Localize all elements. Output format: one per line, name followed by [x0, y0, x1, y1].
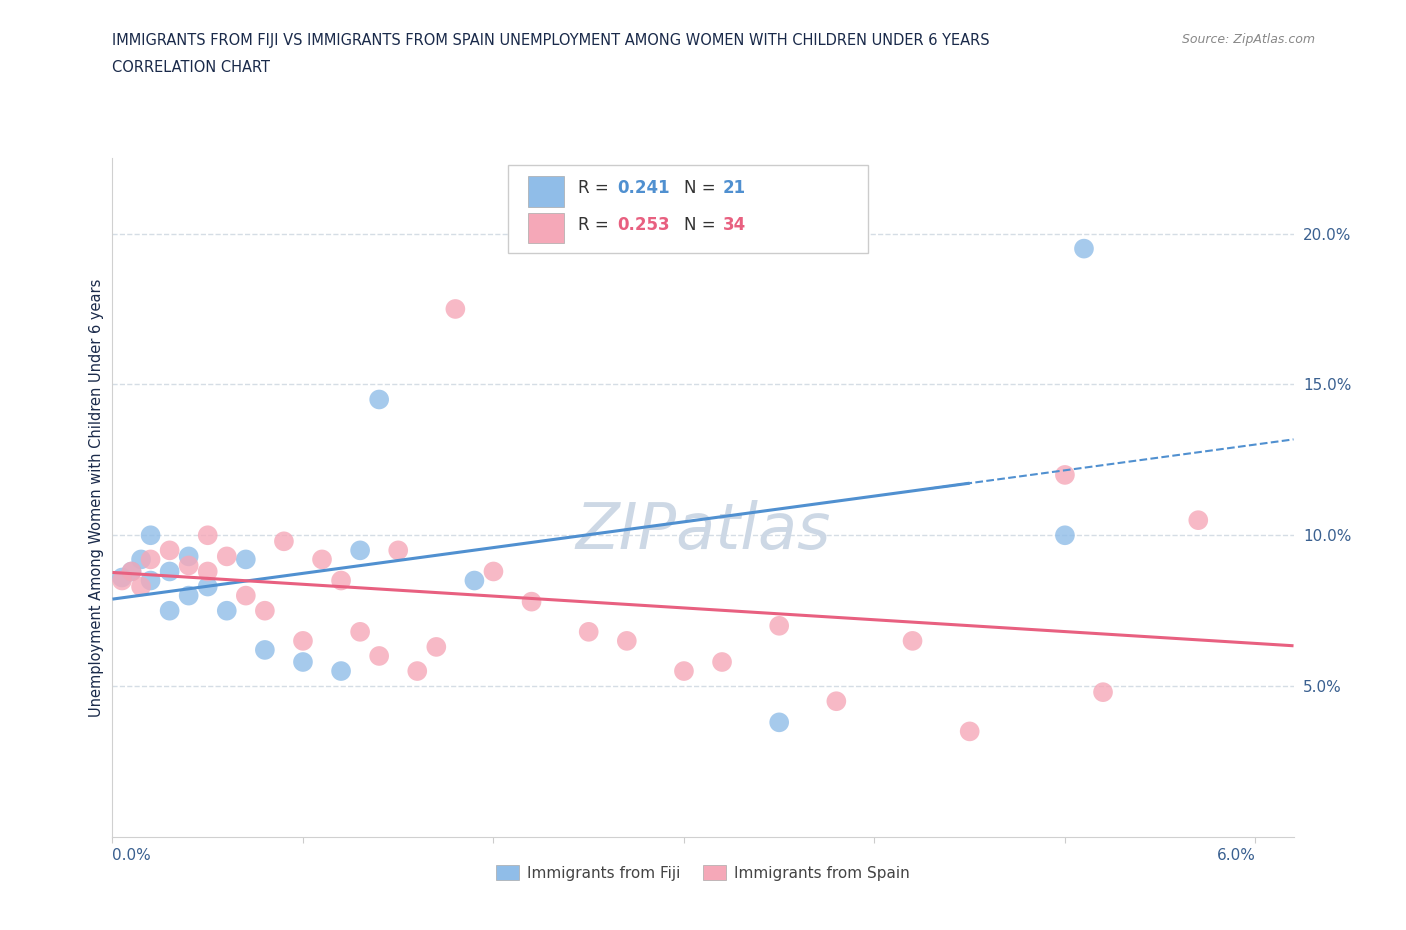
- Point: [425, 640, 447, 655]
- Point: [1053, 468, 1076, 483]
- Text: 0.0%: 0.0%: [112, 848, 152, 863]
- Point: [1187, 512, 1209, 527]
- Point: [768, 618, 790, 633]
- Point: [111, 570, 134, 585]
- Point: [177, 558, 200, 573]
- Point: [578, 624, 600, 639]
- Point: [1092, 684, 1115, 699]
- Point: [159, 543, 181, 558]
- Text: 6.0%: 6.0%: [1216, 848, 1256, 863]
- Point: [235, 552, 257, 567]
- Point: [387, 543, 409, 558]
- Point: [129, 552, 152, 567]
- Text: IMMIGRANTS FROM FIJI VS IMMIGRANTS FROM SPAIN UNEMPLOYMENT AMONG WOMEN WITH CHIL: IMMIGRANTS FROM FIJI VS IMMIGRANTS FROM …: [112, 33, 990, 47]
- Y-axis label: Unemployment Among Women with Children Under 6 years: Unemployment Among Women with Children U…: [89, 278, 104, 717]
- Point: [672, 664, 695, 679]
- Point: [711, 655, 734, 670]
- Point: [177, 588, 200, 603]
- Point: [197, 564, 219, 578]
- Legend: Immigrants from Fiji, Immigrants from Spain: Immigrants from Fiji, Immigrants from Sp…: [491, 859, 915, 887]
- Text: Source: ZipAtlas.com: Source: ZipAtlas.com: [1181, 33, 1315, 46]
- Point: [330, 664, 353, 679]
- Text: 0.253: 0.253: [617, 217, 669, 234]
- Text: 0.241: 0.241: [617, 179, 669, 197]
- Point: [368, 392, 391, 407]
- Text: N =: N =: [685, 217, 721, 234]
- Point: [121, 564, 143, 578]
- Point: [520, 594, 543, 609]
- Point: [215, 604, 238, 618]
- Point: [177, 549, 200, 564]
- Point: [616, 633, 638, 648]
- Point: [197, 528, 219, 543]
- Point: [139, 552, 162, 567]
- Text: R =: R =: [578, 179, 614, 197]
- Point: [291, 655, 314, 670]
- Point: [959, 724, 981, 738]
- Text: R =: R =: [578, 217, 614, 234]
- Point: [139, 528, 162, 543]
- Point: [330, 573, 353, 588]
- FancyBboxPatch shape: [529, 176, 564, 206]
- Point: [159, 564, 181, 578]
- Point: [159, 604, 181, 618]
- Point: [139, 573, 162, 588]
- Point: [444, 301, 467, 316]
- Point: [406, 664, 429, 679]
- Point: [111, 573, 134, 588]
- Text: N =: N =: [685, 179, 721, 197]
- Point: [482, 564, 505, 578]
- Point: [253, 643, 276, 658]
- Text: 34: 34: [723, 217, 747, 234]
- Point: [129, 579, 152, 594]
- Text: ZIPatlas: ZIPatlas: [575, 500, 831, 563]
- FancyBboxPatch shape: [529, 213, 564, 244]
- Point: [215, 549, 238, 564]
- FancyBboxPatch shape: [508, 165, 869, 253]
- Point: [235, 588, 257, 603]
- Point: [825, 694, 848, 709]
- Point: [273, 534, 295, 549]
- Point: [768, 715, 790, 730]
- Point: [368, 648, 391, 663]
- Point: [463, 573, 485, 588]
- Point: [197, 579, 219, 594]
- Point: [349, 624, 371, 639]
- Point: [1073, 241, 1095, 256]
- Point: [349, 543, 371, 558]
- Point: [291, 633, 314, 648]
- Point: [121, 564, 143, 578]
- Point: [901, 633, 924, 648]
- Point: [1053, 528, 1076, 543]
- Text: CORRELATION CHART: CORRELATION CHART: [112, 60, 270, 75]
- Text: 21: 21: [723, 179, 747, 197]
- Point: [311, 552, 333, 567]
- Point: [253, 604, 276, 618]
